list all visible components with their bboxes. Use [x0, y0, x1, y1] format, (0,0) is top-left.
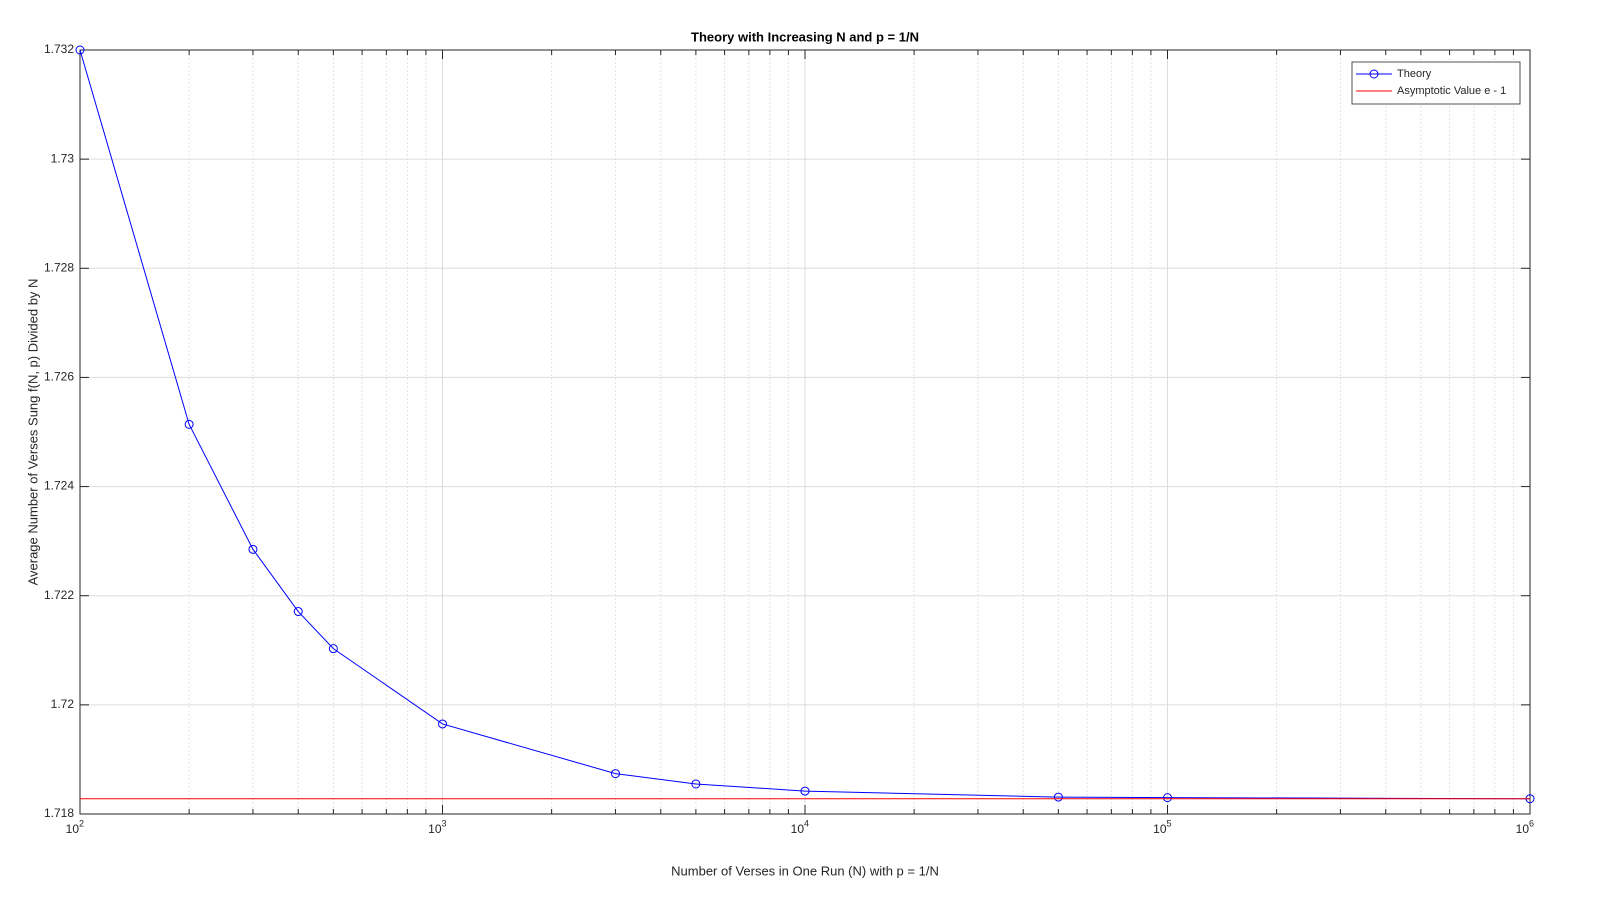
y-tick-label: 1.724 — [44, 479, 74, 493]
data-point — [800, 786, 810, 796]
x-tick-exponent: 4 — [804, 818, 809, 828]
y-tick-label: 1.718 — [44, 806, 74, 820]
data-point — [248, 544, 258, 554]
legend-label: Theory — [1397, 68, 1432, 80]
x-tick-label: 10 — [1153, 822, 1167, 836]
x-axis-label: Number of Verses in One Run (N) with p =… — [671, 863, 939, 878]
y-tick-label: 1.72 — [51, 697, 75, 711]
x-tick-exponent: 3 — [442, 818, 447, 828]
chart-title: Theory with Increasing N and p = 1/N — [691, 29, 919, 44]
y-tick-label: 1.726 — [44, 370, 74, 384]
y-tick-label: 1.728 — [44, 260, 74, 274]
data-point — [1163, 793, 1172, 803]
y-axis-label: Average Number of Verses Sung f(N, p) Di… — [25, 279, 40, 586]
legend-marker — [1369, 69, 1379, 79]
data-point — [75, 45, 85, 55]
data-point — [1053, 792, 1063, 802]
legend-box — [1351, 61, 1521, 105]
plot-frame — [79, 49, 1531, 815]
data-point — [610, 769, 620, 779]
legend-label: Asymptotic Value e - 1 — [1397, 85, 1506, 97]
x-tick-label: 10 — [66, 822, 80, 836]
data-point — [184, 419, 194, 429]
data-point — [438, 719, 447, 729]
series-line — [79, 49, 1531, 800]
x-tick-label: 10 — [428, 822, 442, 836]
y-tick-label: 1.73 — [51, 151, 75, 165]
data-point — [328, 644, 338, 654]
x-tick-label: 10 — [791, 822, 805, 836]
y-tick-label: 1.732 — [44, 42, 74, 56]
y-tick-label: 1.722 — [44, 588, 74, 602]
x-tick-label: 10 — [1516, 822, 1530, 836]
x-tick-exponent: 2 — [79, 818, 84, 828]
data-point — [293, 607, 303, 617]
x-tick-exponent: 5 — [1167, 818, 1172, 828]
x-tick-exponent: 6 — [1529, 818, 1534, 828]
data-point — [691, 779, 701, 789]
